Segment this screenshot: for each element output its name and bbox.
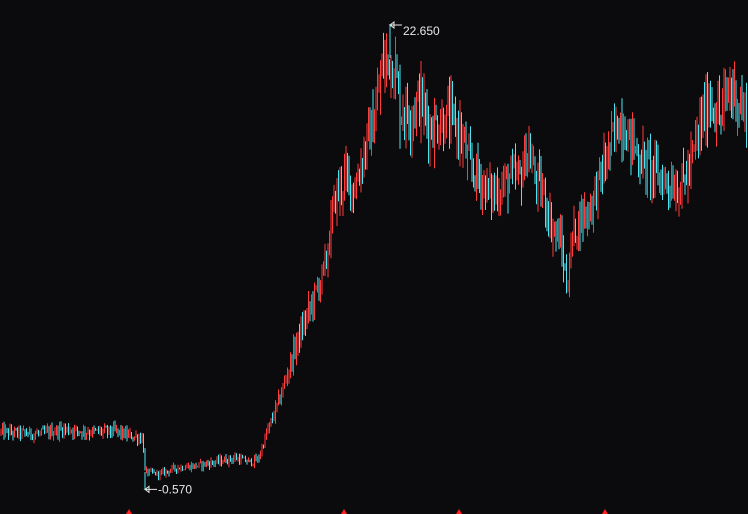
bottom-marker-3: [602, 509, 608, 514]
bottom-marker-2: [456, 509, 462, 514]
min-annotation-label: -0.570: [158, 482, 192, 496]
min-annotation-leader: [143, 485, 157, 494]
max-annotation-label: 22.650: [403, 24, 440, 38]
annotations-layer: 22.650 -0.570: [143, 21, 440, 496]
bottom-marker-1: [341, 509, 347, 514]
bottom-marker-0: [126, 509, 132, 514]
max-annotation-leader: [388, 21, 402, 29]
candles-layer: [0, 25, 747, 490]
bottom-markers-layer: [126, 509, 608, 514]
